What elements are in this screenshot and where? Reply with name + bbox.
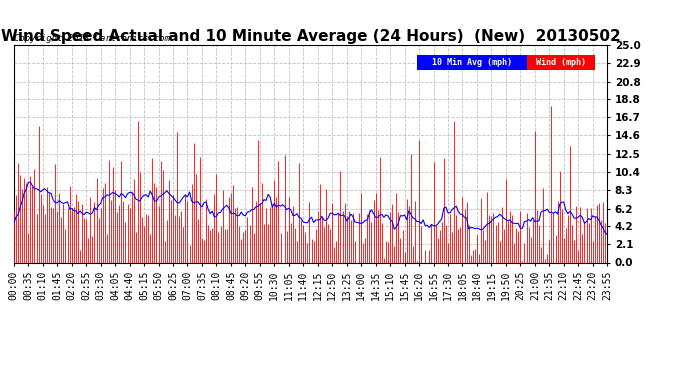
Text: 10 Min Avg (mph): 10 Min Avg (mph) [432,58,512,67]
FancyBboxPatch shape [417,55,527,70]
Text: Copyright 2013 Cartronics.com: Copyright 2013 Cartronics.com [14,34,170,43]
Text: Wind (mph): Wind (mph) [536,58,586,67]
Title: Wind Speed Actual and 10 Minute Average (24 Hours)  (New)  20130502: Wind Speed Actual and 10 Minute Average … [1,29,620,44]
FancyBboxPatch shape [527,55,595,70]
